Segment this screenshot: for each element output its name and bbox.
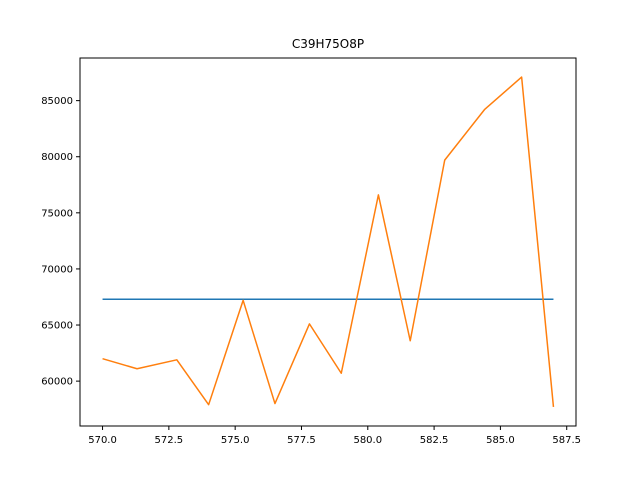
plot-frame: [79, 57, 577, 427]
x-tick-label: 570.0: [88, 435, 117, 446]
y-tick-label: 70000: [41, 264, 73, 275]
x-tick-label: 580.0: [353, 435, 382, 446]
x-tick-label: 582.5: [420, 435, 449, 446]
y-tick-label: 60000: [41, 377, 73, 388]
y-tick-label: 85000: [41, 96, 73, 107]
y-axis: 60000 65000 70000 75000 80000 85000: [41, 96, 80, 388]
x-axis: 570.0 572.5 575.0 577.5 580.0 582.5 585.0 587.5: [88, 426, 581, 446]
x-tick-label: 577.5: [287, 435, 316, 446]
x-tick-label: 585.0: [486, 435, 515, 446]
chart-title: C39H75O8P: [292, 37, 364, 51]
x-tick-label: 572.5: [155, 435, 184, 446]
series-line-1: [102, 76, 555, 408]
y-tick-label: 75000: [41, 208, 73, 219]
series-layer: [102, 76, 555, 408]
x-tick-label: 575.0: [221, 435, 250, 446]
x-tick-label: 587.5: [552, 435, 581, 446]
y-tick-label: 80000: [41, 152, 73, 163]
y-tick-label: 65000: [41, 321, 73, 332]
